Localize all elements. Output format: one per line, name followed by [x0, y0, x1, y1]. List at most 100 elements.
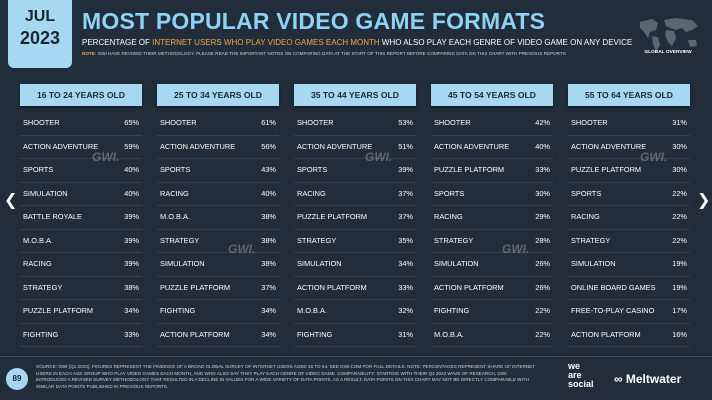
genre-value: 43% [261, 165, 276, 174]
table-row: FIGHTING 31% [294, 324, 416, 347]
year: 2023 [19, 28, 61, 48]
title: MOST POPULAR VIDEO GAME FORMATS [82, 8, 546, 34]
logo-line: we [568, 361, 581, 371]
genre-label: SHOOTER [297, 118, 334, 127]
genre-value: 22% [672, 235, 687, 245]
table-rows: SHOOTER 61% ACTION ADVENTURE 56% SPORTS 43% RA… [157, 112, 279, 347]
table-row: PUZZLE PLATFORM 37% [157, 277, 279, 300]
genre-label: SPORTS [434, 188, 465, 198]
table-rows: SHOOTER 42% ACTION ADVENTURE 40% PUZZLE PLAT… [431, 112, 553, 347]
table-row: ONLINE BOARD GAMES 19% [568, 277, 690, 300]
genre-label: ACTION ADVENTURE [23, 141, 99, 151]
genre-value: 38% [261, 212, 276, 221]
table-row: SIMULATION 26% [431, 253, 553, 277]
genre-value: 34% [261, 329, 276, 339]
genre-value: 39% [124, 259, 139, 268]
table-row: RACING 39% [20, 253, 142, 277]
genre-label: ACTION ADVENTURE [297, 141, 373, 151]
table-row: ACTION PLATFORM 34% [157, 324, 279, 347]
genre-label: PUZZLE PLATFORM [297, 212, 368, 221]
map-label: GLOBAL OVERVIEW [644, 50, 692, 55]
age-table: 16 TO 24 YEARS OLD SHOOTER 65% ACTION ADVEN… [20, 84, 142, 347]
genre-value: 51% [398, 141, 413, 151]
table-row: RACING 29% [431, 206, 553, 230]
table-row: SHOOTER 53% [294, 112, 416, 136]
table-row: ACTION ADVENTURE 40% [431, 136, 553, 159]
genre-value: 42% [535, 118, 550, 127]
genre-label: FIGHTING [297, 329, 333, 339]
genre-value: 31% [398, 329, 413, 339]
genre-value: 61% [261, 118, 276, 127]
table-row: SPORTS 40% [20, 159, 142, 183]
genre-value: 34% [124, 306, 139, 315]
genre-label: ACTION ADVENTURE [571, 141, 647, 151]
table-row: SPORTS 39% [294, 159, 416, 183]
prev-arrow[interactable]: ❮ [4, 192, 18, 209]
genre-label: RACING [434, 212, 463, 221]
table-row: PUZZLE PLATFORM 30% [568, 159, 690, 183]
genre-value: 33% [124, 329, 139, 339]
genre-label: ACTION ADVENTURE [434, 141, 510, 151]
genre-label: SHOOTER [571, 118, 608, 127]
genre-label: SIMULATION [160, 259, 205, 268]
note-text: GWI HAVE REVISED THEIR METHODOLOGY. PLEA… [97, 51, 566, 56]
genre-value: 56% [261, 141, 276, 151]
genre-value: 38% [124, 282, 139, 292]
genre-value: 22% [672, 212, 687, 221]
table-row: BATTLE ROYALE 39% [20, 206, 142, 230]
genre-label: RACING [571, 212, 600, 221]
subtitle-highlight: INTERNET USERS WHO PLAY VIDEO GAMES EACH… [152, 38, 380, 47]
subtitle-text: WHO ALSO PLAY EACH GENRE OF VIDEO GAME O… [379, 38, 633, 47]
age-table: 35 TO 44 YEARS OLD SHOOTER 53% ACTION ADVEN… [294, 84, 416, 347]
genre-label: M.O.B.A. [297, 306, 327, 315]
genre-label: ACTION PLATFORM [297, 282, 367, 292]
genre-value: 37% [261, 282, 276, 292]
table-row: M.O.B.A. 38% [157, 206, 279, 230]
table-row: ACTION PLATFORM 26% [431, 277, 553, 300]
table-row: ACTION ADVENTURE 51% [294, 136, 416, 159]
genre-value: 29% [535, 212, 550, 221]
table-row: RACING 22% [568, 206, 690, 230]
genre-label: SIMULATION [23, 188, 68, 198]
table-row: SIMULATION 34% [294, 253, 416, 277]
genre-value: 30% [672, 141, 687, 151]
table-row: ACTION ADVENTURE 30% [568, 136, 690, 159]
logo-text: Meltwater [625, 372, 682, 386]
genre-value: 40% [261, 188, 276, 198]
table-row: RACING 40% [157, 183, 279, 206]
table-row: SHOOTER 31% [568, 112, 690, 136]
watermark: GWI. [502, 242, 530, 256]
genre-label: SPORTS [23, 165, 54, 174]
genre-value: 38% [261, 259, 276, 268]
genre-value: 59% [124, 141, 139, 151]
table-row: SHOOTER 65% [20, 112, 142, 136]
genre-value: 39% [124, 235, 139, 245]
table-row: M.O.B.A. 22% [431, 324, 553, 347]
genre-value: 17% [672, 306, 687, 315]
table-row: ACTION ADVENTURE 56% [157, 136, 279, 159]
table-row: ACTION PLATFORM 16% [568, 324, 690, 347]
table-row: FIGHTING 33% [20, 324, 142, 347]
table-row: SPORTS 22% [568, 183, 690, 206]
subtitle: PERCENTAGE OF INTERNET USERS WHO PLAY VI… [82, 38, 632, 47]
table-row: SIMULATION 40% [20, 183, 142, 206]
genre-label: ACTION ADVENTURE [160, 141, 236, 151]
genre-label: RACING [23, 259, 52, 268]
page-number: 89 [6, 368, 28, 390]
genre-value: 40% [124, 165, 139, 174]
watermark: GWI. [365, 150, 393, 164]
genre-label: PUZZLE PLATFORM [571, 165, 642, 174]
genre-label: ACTION PLATFORM [160, 329, 230, 339]
genre-value: 26% [535, 282, 550, 292]
genre-label: FIGHTING [23, 329, 59, 339]
table-row: STRATEGY 35% [294, 230, 416, 253]
genre-label: STRATEGY [23, 282, 63, 292]
genre-value: 22% [535, 329, 550, 339]
next-arrow[interactable]: ❯ [697, 192, 711, 209]
genre-value: 39% [398, 165, 413, 174]
genre-label: M.O.B.A. [434, 329, 464, 339]
table-row: SIMULATION 38% [157, 253, 279, 277]
note: NOTE: GWI HAVE REVISED THEIR METHODOLOGY… [82, 51, 566, 56]
table-row: STRATEGY 22% [568, 230, 690, 253]
